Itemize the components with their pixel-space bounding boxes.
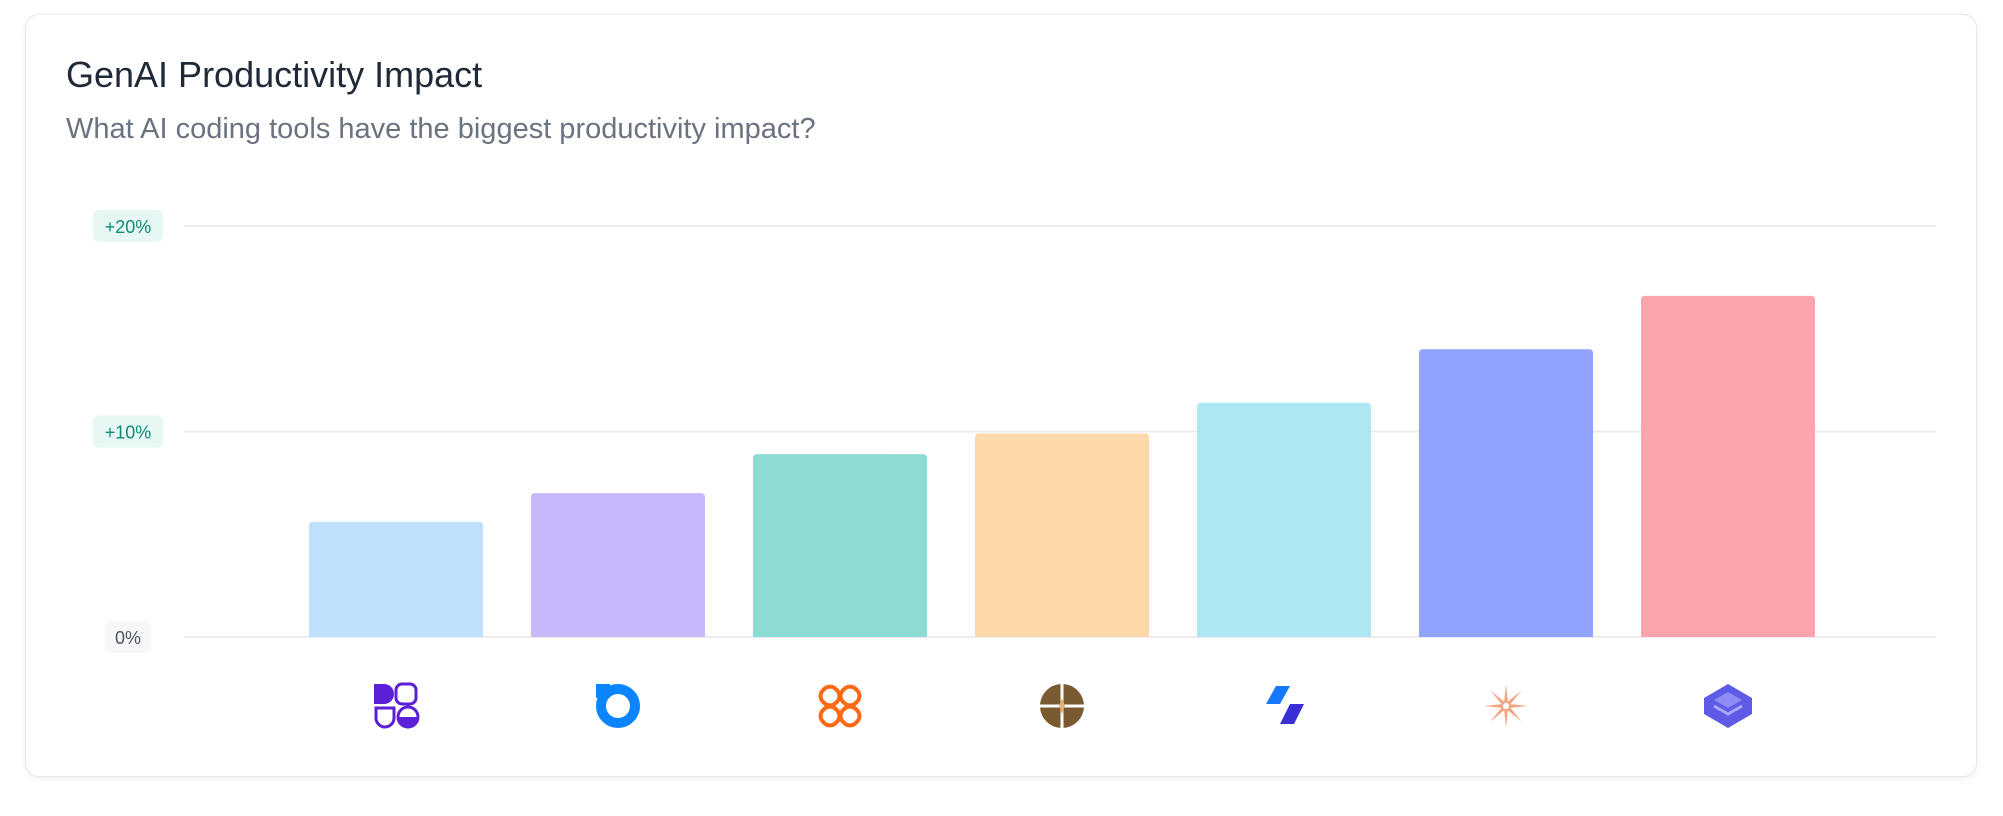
purple-blocks-logo-icon <box>374 682 420 729</box>
orange-knot-logo-icon <box>818 684 862 728</box>
salmon-asterisk-logo-icon <box>1484 684 1528 728</box>
blue-parallelogram-logo-icon <box>1266 686 1304 724</box>
y-tick-label: 0% <box>115 628 141 648</box>
brown-compass-logo-icon <box>1040 684 1084 728</box>
chart-title: GenAI Productivity Impact <box>66 54 483 95</box>
bar <box>753 454 927 637</box>
y-tick-label: +10% <box>105 423 152 443</box>
y-tick-pill <box>93 210 163 242</box>
bar <box>1419 349 1593 637</box>
y-tick-pill <box>93 415 163 448</box>
indigo-layers-logo-icon <box>1704 684 1752 728</box>
bar <box>531 493 705 637</box>
bar <box>309 521 483 637</box>
y-tick-label: +20% <box>105 217 152 237</box>
y-tick-pill <box>105 621 151 653</box>
bar <box>1641 295 1815 637</box>
chart-subtitle: What AI coding tools have the biggest pr… <box>66 113 816 145</box>
bar <box>975 433 1149 637</box>
bar <box>1197 402 1371 637</box>
blue-ring-logo-icon <box>596 684 640 728</box>
